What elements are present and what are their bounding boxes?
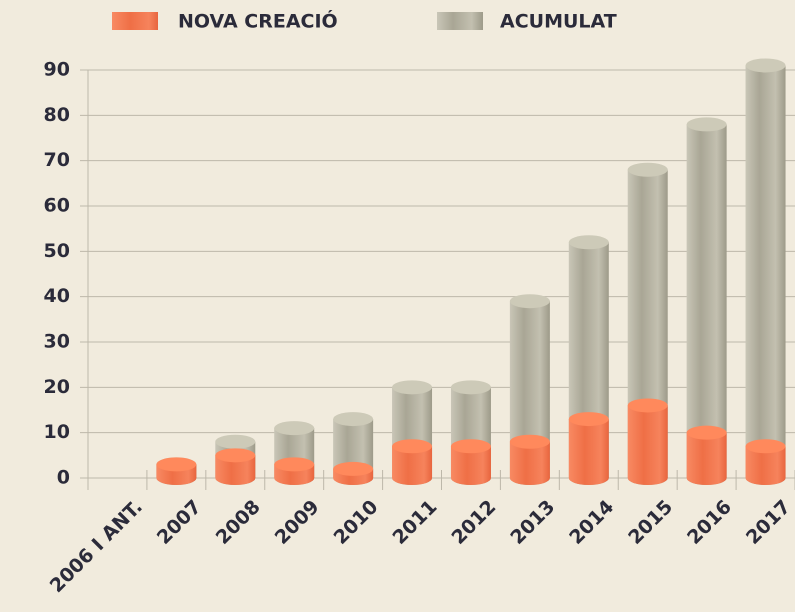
cylinder-top bbox=[450, 439, 491, 454]
cylinder bbox=[745, 58, 786, 485]
x-tick-label: 2017 bbox=[742, 496, 795, 549]
cylinder-top bbox=[274, 457, 315, 472]
x-tick-label: 2013 bbox=[506, 496, 559, 549]
x-tick-label: 2006 I ANT. bbox=[46, 496, 147, 597]
x-tick-label: 2016 bbox=[683, 496, 736, 549]
cylinder-top bbox=[686, 425, 727, 440]
y-tick-label: 60 bbox=[44, 195, 70, 217]
cylinder bbox=[156, 457, 197, 485]
cylinder-top bbox=[274, 421, 315, 436]
cylinder-bottom bbox=[686, 471, 727, 485]
cylinder bbox=[745, 439, 786, 485]
cylinder-top bbox=[627, 398, 668, 413]
cylinder bbox=[686, 117, 727, 485]
cylinder-top bbox=[509, 434, 550, 449]
x-tick-label: 2008 bbox=[212, 496, 265, 549]
legend-label: ACUMULAT bbox=[500, 11, 617, 33]
cylinder-bottom bbox=[627, 471, 668, 485]
cylinder bbox=[450, 439, 491, 485]
cylinder bbox=[333, 461, 374, 485]
cylinder-top bbox=[215, 434, 256, 449]
y-tick-label: 30 bbox=[44, 331, 70, 353]
cylinder-body bbox=[568, 419, 609, 478]
cylinder bbox=[509, 434, 550, 485]
x-tick-label: 2010 bbox=[330, 496, 383, 549]
legend-swatch bbox=[437, 12, 483, 30]
cylinder-top bbox=[568, 412, 609, 427]
cylinder-top bbox=[745, 439, 786, 454]
y-tick-label: 50 bbox=[44, 240, 70, 262]
cylinder-top bbox=[568, 235, 609, 250]
cylinder-bottom bbox=[568, 471, 609, 485]
cylinder-body bbox=[745, 65, 786, 478]
cylinder-top bbox=[450, 380, 491, 395]
y-tick-label: 40 bbox=[44, 285, 70, 307]
cylinder-bottom bbox=[450, 471, 491, 485]
x-tick-label: 2014 bbox=[565, 496, 618, 549]
cylinder bbox=[392, 439, 433, 485]
cylinder-bottom bbox=[509, 471, 550, 485]
x-tick-label: 2012 bbox=[447, 496, 500, 549]
cylinder-top bbox=[745, 58, 786, 73]
cylinder-body bbox=[686, 124, 727, 479]
legend-label: NOVA CREACIÓ bbox=[178, 9, 338, 33]
cylinder-bottom bbox=[745, 471, 786, 485]
cylinder-top bbox=[333, 412, 374, 427]
cylinder bbox=[568, 412, 609, 485]
y-tick-label: 70 bbox=[44, 149, 70, 171]
x-tick-label: 2011 bbox=[389, 496, 442, 549]
cylinder bbox=[215, 448, 256, 485]
cylinder-top bbox=[156, 457, 197, 472]
y-tick-label: 20 bbox=[44, 376, 70, 398]
cylinder-top bbox=[509, 294, 550, 309]
cylinder-top bbox=[215, 448, 256, 463]
cylinder-bottom bbox=[274, 471, 315, 485]
cylinder-top bbox=[333, 461, 374, 476]
x-tick-label: 2009 bbox=[271, 496, 324, 549]
cylinder-body bbox=[627, 405, 668, 478]
y-tick-label: 90 bbox=[44, 59, 70, 81]
cylinder-bottom bbox=[156, 471, 197, 485]
cylinder-top bbox=[392, 380, 433, 395]
cylinder-bottom bbox=[215, 471, 256, 485]
y-tick-label: 10 bbox=[44, 421, 70, 443]
cylinder bbox=[686, 425, 727, 485]
cylinder bbox=[627, 398, 668, 485]
cylinder-bottom bbox=[392, 471, 433, 485]
legend: ACUMULAT NOVA CREACIÓ bbox=[112, 9, 617, 33]
cylinder-top bbox=[392, 439, 433, 454]
cylinder-body bbox=[686, 432, 727, 478]
x-tick-label: 2015 bbox=[624, 496, 677, 549]
cylinder-top bbox=[686, 117, 727, 132]
legend-swatch bbox=[112, 12, 158, 30]
cylinder bbox=[274, 457, 315, 485]
x-tick-label: 2007 bbox=[153, 496, 206, 549]
cylinder bbox=[333, 412, 374, 485]
y-tick-label: 0 bbox=[57, 467, 70, 489]
cylinder-top bbox=[627, 162, 668, 177]
y-tick-label: 80 bbox=[44, 104, 70, 126]
